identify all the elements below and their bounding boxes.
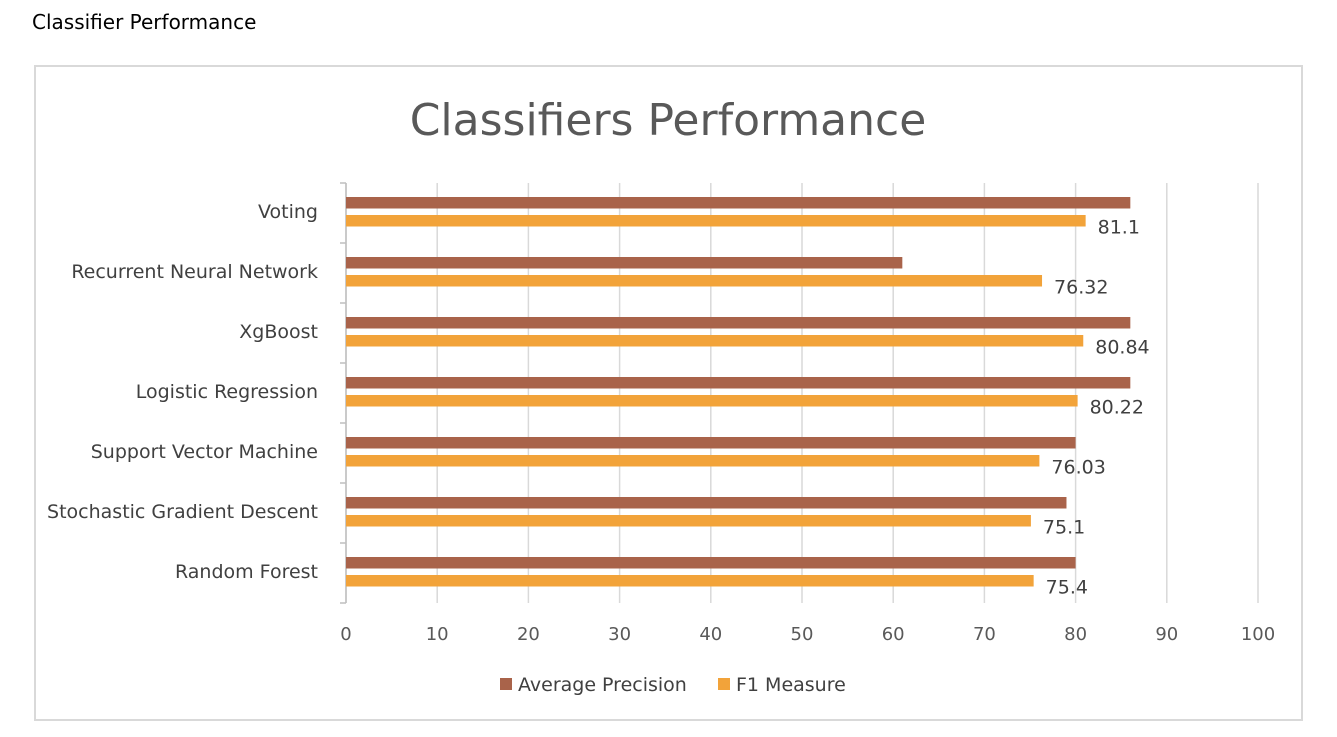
category-label: Recurrent Neural Network xyxy=(71,261,318,283)
bar-f1-measure xyxy=(346,335,1084,347)
legend-swatch xyxy=(500,678,512,690)
category-label: Logistic Regression xyxy=(136,381,318,403)
x-tick-label: 0 xyxy=(340,624,351,645)
page-heading: Classifier Performance xyxy=(32,10,257,34)
x-tick-label: 100 xyxy=(1241,624,1275,645)
data-label: 81.1 xyxy=(1098,217,1140,239)
category-label: XgBoost xyxy=(239,321,318,343)
chart-frame xyxy=(34,65,1303,721)
category-label: Random Forest xyxy=(175,561,318,583)
bar-average-precision xyxy=(346,437,1076,449)
bar-average-precision xyxy=(346,257,903,269)
data-label: 80.22 xyxy=(1090,397,1144,419)
data-label: 75.1 xyxy=(1043,517,1085,539)
bar-f1-measure xyxy=(346,215,1086,227)
data-label: 75.4 xyxy=(1046,577,1088,599)
bar-f1-measure xyxy=(346,575,1034,587)
x-tick-label: 90 xyxy=(1155,624,1178,645)
category-label: Voting xyxy=(258,201,318,223)
bar-average-precision xyxy=(346,497,1067,509)
legend-label: F1 Measure xyxy=(736,674,846,696)
category-label: Stochastic Gradient Descent xyxy=(47,501,318,523)
bar-average-precision xyxy=(346,557,1076,569)
bar-f1-measure xyxy=(346,395,1078,407)
data-label: 80.84 xyxy=(1095,337,1149,359)
bar-average-precision xyxy=(346,197,1131,209)
bar-average-precision xyxy=(346,317,1131,329)
bar-f1-measure xyxy=(346,455,1040,467)
data-label: 76.03 xyxy=(1051,457,1105,479)
x-tick-label: 50 xyxy=(791,624,814,645)
category-label: Support Vector Machine xyxy=(91,441,318,463)
x-tick-label: 30 xyxy=(608,624,631,645)
bar-average-precision xyxy=(346,377,1131,389)
legend-swatch xyxy=(718,678,730,690)
x-tick-label: 10 xyxy=(426,624,449,645)
x-tick-label: 60 xyxy=(882,624,905,645)
legend-label: Average Precision xyxy=(518,674,687,696)
x-tick-label: 80 xyxy=(1064,624,1087,645)
x-tick-label: 70 xyxy=(973,624,996,645)
x-tick-label: 20 xyxy=(517,624,540,645)
x-tick-label: 40 xyxy=(699,624,722,645)
data-label: 76.32 xyxy=(1054,277,1108,299)
chart-title: Classifiers Performance xyxy=(410,95,927,146)
bar-f1-measure xyxy=(346,275,1043,287)
bar-f1-measure xyxy=(346,515,1031,527)
